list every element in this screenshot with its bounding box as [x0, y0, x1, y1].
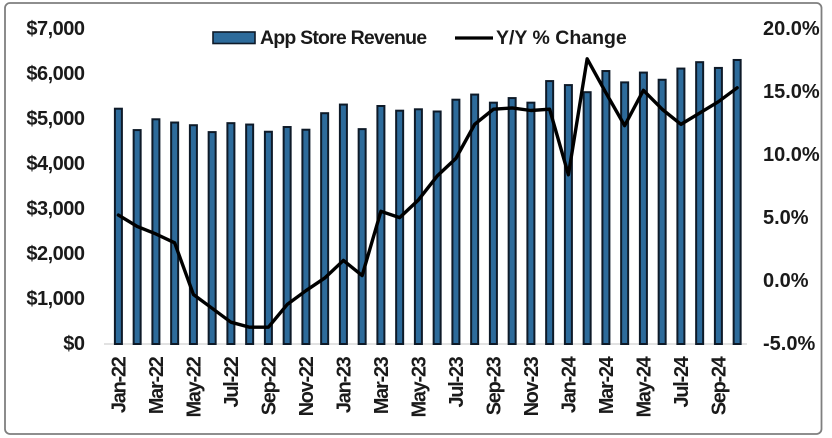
- svg-text:Mar-22: Mar-22: [146, 356, 168, 414]
- svg-text:20.0%: 20.0%: [763, 18, 820, 40]
- svg-text:May-24: May-24: [634, 355, 656, 417]
- svg-text:Jan-23: Jan-23: [334, 356, 356, 413]
- svg-text:$3,000: $3,000: [26, 198, 85, 220]
- svg-text:Jul-24: Jul-24: [671, 355, 693, 407]
- svg-text:Nov-22: Nov-22: [296, 356, 318, 416]
- svg-text:Sep-23: Sep-23: [484, 356, 506, 415]
- svg-text:$1,000: $1,000: [26, 288, 85, 310]
- svg-text:App Store Revenue: App Store Revenue: [260, 27, 427, 49]
- svg-text:May-23: May-23: [409, 356, 431, 417]
- svg-text:0.0%: 0.0%: [763, 270, 809, 292]
- svg-text:Mar-24: Mar-24: [596, 355, 618, 414]
- svg-text:$4,000: $4,000: [26, 153, 85, 175]
- svg-text:Sep-24: Sep-24: [709, 355, 731, 415]
- svg-text:Mar-23: Mar-23: [371, 356, 393, 414]
- svg-text:Nov-23: Nov-23: [521, 356, 543, 416]
- svg-text:May-22: May-22: [184, 356, 206, 417]
- svg-text:Jan-24: Jan-24: [559, 355, 581, 413]
- svg-text:Sep-22: Sep-22: [259, 356, 281, 415]
- svg-text:$5,000: $5,000: [26, 108, 85, 130]
- svg-text:Jul-23: Jul-23: [446, 356, 468, 407]
- svg-text:$6,000: $6,000: [26, 63, 85, 85]
- svg-text:$2,000: $2,000: [26, 243, 85, 265]
- svg-text:Y/Y % Change: Y/Y % Change: [496, 27, 627, 49]
- svg-text:-5.0%: -5.0%: [763, 333, 815, 355]
- svg-text:15.0%: 15.0%: [763, 81, 820, 103]
- svg-text:Jul-22: Jul-22: [221, 356, 243, 407]
- svg-text:10.0%: 10.0%: [763, 144, 820, 166]
- svg-text:5.0%: 5.0%: [763, 207, 809, 229]
- svg-text:Jan-22: Jan-22: [109, 356, 131, 413]
- svg-text:$0: $0: [63, 333, 85, 355]
- svg-text:$7,000: $7,000: [26, 18, 85, 40]
